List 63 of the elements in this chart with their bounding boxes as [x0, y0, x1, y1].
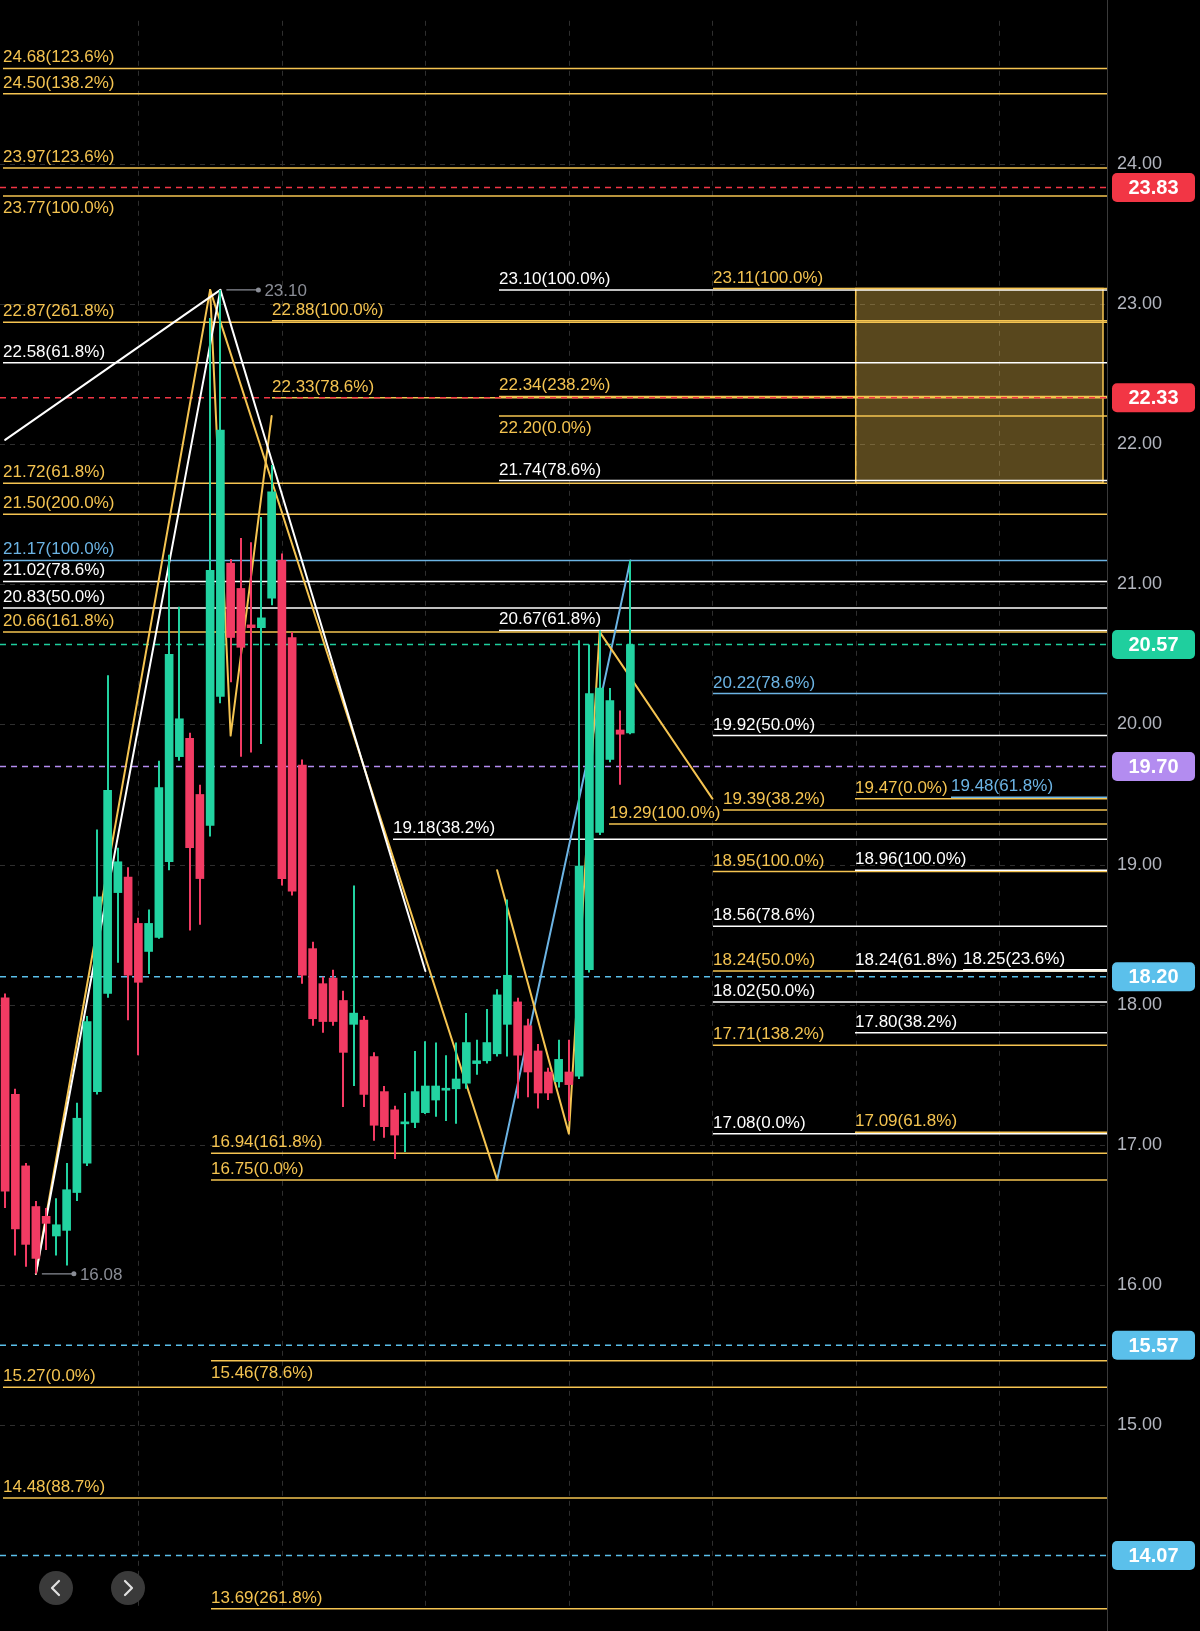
ref-line-label: 23.11(100.0%): [713, 267, 824, 287]
ref-line-label: 19.39(38.2%): [723, 788, 826, 808]
ref-line-label: 14.48(88.7%): [3, 1477, 106, 1497]
ref-line-label: 18.95(100.0%): [713, 850, 825, 870]
ref-line-label: 15.27(0.0%): [3, 1366, 96, 1386]
ref-line-label: 20.57: [1128, 633, 1179, 656]
ref-line-label: 22.33: [1128, 386, 1179, 409]
ref-line-label: 17.80(38.2%): [855, 1011, 958, 1031]
ref-line-label: 20.83(50.0%): [3, 587, 106, 607]
ref-line-label: 21.17(100.0%): [3, 539, 115, 559]
ref-line-label: 18.96(100.0%): [855, 849, 967, 869]
y-tick-label: 19.00: [1117, 853, 1163, 874]
annotation: 16.08: [79, 1264, 123, 1284]
ref-line-label: 20.66(161.8%): [3, 610, 115, 630]
ref-line-label: 17.08(0.0%): [713, 1112, 806, 1132]
ref-line-label: 19.92(50.0%): [713, 714, 816, 734]
ref-line-label: 18.20: [1128, 965, 1179, 988]
y-tick-label: 16.00: [1117, 1274, 1163, 1294]
ref-line-label: 17.09(61.8%): [855, 1111, 958, 1131]
y-tick-label: 18.00: [1117, 993, 1163, 1014]
ref-line-label: 19.48(61.8%): [951, 776, 1054, 796]
y-tick-label: 24.00: [1117, 152, 1163, 173]
ref-line-label: 22.20(0.0%): [499, 418, 592, 438]
ref-line-label: 23.77(100.0%): [3, 198, 115, 217]
ref-line-label: 18.02(50.0%): [713, 980, 816, 1000]
ref-line-label: 22.33(78.6%): [272, 376, 375, 396]
ref-line-label: 16.75(0.0%): [211, 1158, 304, 1178]
y-tick-label: 22.00: [1117, 433, 1163, 454]
y-tick-label: 21.00: [1117, 573, 1163, 594]
ref-line-label: 13.69(261.8%): [211, 1587, 323, 1607]
ref-line-label: 22.58(61.8%): [3, 341, 106, 361]
ref-line-label: 20.67(61.8%): [499, 609, 602, 629]
ref-line-label: 16.94(161.8%): [211, 1132, 323, 1152]
ref-line-label: 20.22(78.6%): [713, 672, 816, 692]
ref-line-label: 24.68(123.6%): [3, 47, 115, 67]
ref-line-label: 21.72(61.8%): [3, 462, 106, 482]
y-tick-label: 15.00: [1117, 1414, 1163, 1435]
ref-line-label: 24.50(138.2%): [3, 72, 115, 92]
ref-line-label: 23.97(123.6%): [3, 146, 115, 166]
y-tick-label: 20.00: [1117, 713, 1163, 734]
annotation: 23.10: [264, 280, 307, 300]
ref-line-label: 21.50(200.0%): [3, 493, 115, 513]
ref-line-label: 18.56(78.6%): [713, 905, 816, 925]
ref-line-label: 23.10(100.0%): [499, 268, 611, 288]
y-tick-label: 23.00: [1117, 292, 1163, 313]
y-tick-label: 17.00: [1117, 1133, 1163, 1154]
ref-line-label: 19.18(38.2%): [393, 818, 496, 838]
ref-line-label: 14.07: [1128, 1544, 1179, 1567]
ref-line-label: 15.46(78.6%): [211, 1362, 314, 1382]
ref-line-label: 22.87(261.8%): [3, 301, 115, 321]
ref-line-label: 17.71(138.2%): [713, 1024, 825, 1044]
ref-line-label: 18.24(61.8%): [855, 950, 958, 970]
ref-line-label: 19.29(100.0%): [609, 802, 721, 822]
ref-line-label: 15.57: [1128, 1333, 1179, 1356]
ref-line-label: 18.24(50.0%): [713, 950, 816, 970]
ref-line-label: 22.34(238.2%): [499, 375, 611, 395]
ref-line-label: 23.83: [1128, 176, 1179, 199]
ref-line-label: 21.74(78.6%): [499, 459, 602, 479]
ref-line-label: 18.25(23.6%): [963, 948, 1066, 968]
ref-line-label: 19.70: [1128, 754, 1179, 777]
ref-line-label: 22.88(100.0%): [272, 299, 384, 319]
ref-line-label: 21.02(78.6%): [3, 560, 106, 580]
ref-line-label: 19.47(0.0%): [855, 777, 948, 797]
